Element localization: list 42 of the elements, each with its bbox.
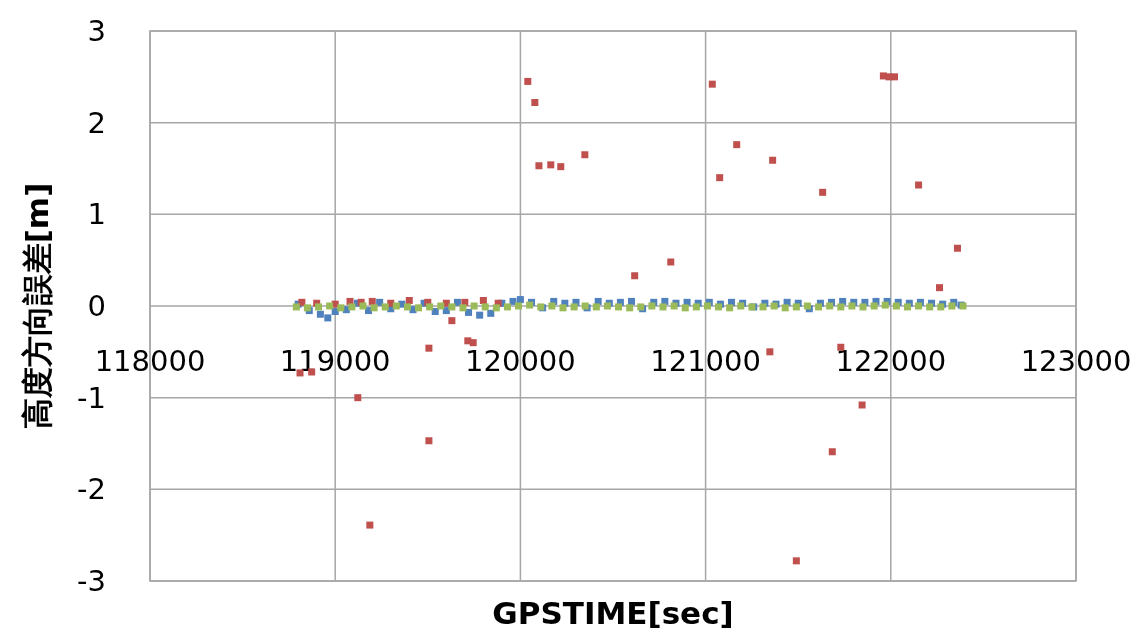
- point: [581, 151, 589, 159]
- point: [828, 448, 836, 456]
- point: [819, 188, 827, 196]
- point: [858, 401, 866, 409]
- point: [915, 181, 923, 189]
- y-tick-label: -2: [77, 472, 106, 507]
- point: [766, 348, 774, 356]
- point: [769, 156, 777, 164]
- point: [708, 80, 716, 88]
- y-tick-label: 3: [87, 14, 106, 48]
- point: [953, 244, 961, 252]
- point: [425, 437, 433, 445]
- y-tick-label: -1: [77, 380, 106, 415]
- point: [716, 174, 724, 182]
- x-axis-title: GPSTIME[sec]: [492, 595, 734, 631]
- point: [469, 339, 477, 347]
- point: [366, 521, 374, 529]
- x-tick-label: 123000: [1020, 344, 1132, 378]
- point: [631, 272, 639, 280]
- point: [425, 344, 433, 352]
- point: [354, 394, 362, 402]
- point: [792, 557, 800, 565]
- point: [733, 141, 741, 149]
- point: [891, 73, 898, 81]
- point: [547, 161, 555, 169]
- y-tick-label: 1: [87, 197, 106, 232]
- x-tick-label: 122000: [835, 344, 947, 378]
- point: [667, 258, 675, 266]
- point: [524, 77, 532, 85]
- y-tick-label: 2: [87, 105, 106, 140]
- y-tick-label: -3: [77, 564, 106, 598]
- point: [448, 317, 456, 325]
- x-tick-label: 119000: [279, 344, 391, 378]
- x-tick-label: 121000: [650, 344, 761, 378]
- point: [936, 284, 944, 292]
- point: [531, 99, 539, 106]
- y-axis-title: 高度方向誤差[m]: [19, 182, 55, 430]
- point: [535, 162, 543, 170]
- point: [557, 163, 565, 171]
- y-tick-label: 0: [87, 289, 106, 323]
- x-tick-label: 120000: [465, 344, 576, 378]
- x-tick-label: 118000: [94, 344, 206, 378]
